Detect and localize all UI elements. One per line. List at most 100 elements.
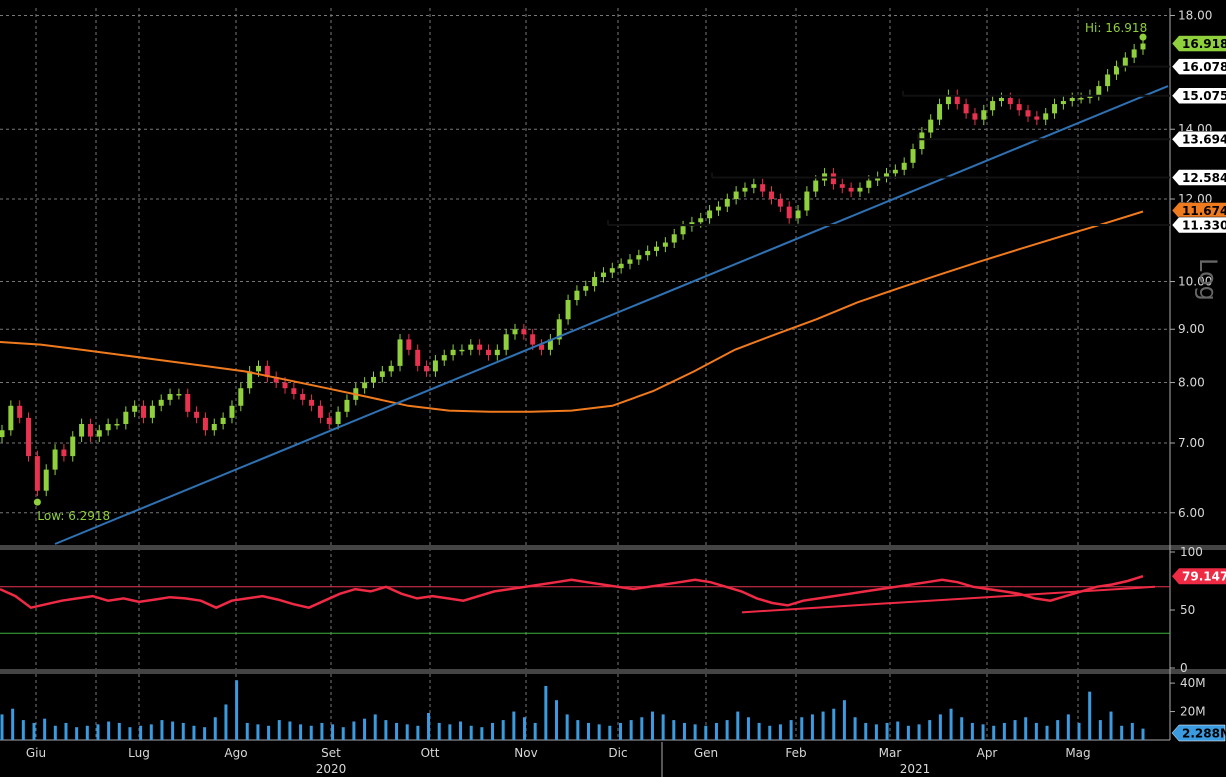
x-month-label: Giu (26, 746, 46, 760)
x-month-label: Dic (608, 746, 627, 760)
candle-body (724, 199, 730, 207)
candle-body (998, 98, 1004, 102)
candle-body (441, 355, 447, 361)
candle-body (539, 344, 545, 350)
candle-body (1025, 110, 1031, 117)
volume-bar (288, 721, 292, 740)
volume-bar (874, 724, 878, 740)
x-month-label: Set (321, 746, 341, 760)
candle-body (839, 184, 845, 188)
candle-body (264, 365, 270, 377)
candle-body (459, 349, 465, 352)
volume-bar (0, 714, 4, 740)
volume-bar (1034, 722, 1038, 740)
candle-body (883, 173, 889, 177)
volume-bar (373, 714, 377, 740)
volume-bar (1130, 722, 1134, 740)
volume-bar (320, 722, 324, 740)
volume-bar (224, 704, 228, 740)
volume-bar (714, 722, 718, 740)
low-annotation: Low: 6.2918 (37, 509, 110, 523)
candle-body (114, 423, 120, 426)
y-tick-label: 10.00 (1178, 275, 1212, 289)
volume-bar (768, 725, 772, 740)
candle-body (795, 210, 801, 219)
low-marker (33, 498, 41, 506)
candle-body (1060, 101, 1066, 105)
volume-bar (533, 722, 537, 740)
candle-body (1105, 74, 1111, 87)
candle-body (954, 95, 960, 105)
candle-body (87, 423, 93, 437)
candle-body (185, 394, 191, 412)
x-month-label: Ago (224, 746, 247, 760)
candle-body (857, 187, 863, 192)
volume-bar (512, 711, 516, 740)
level-tag-bg (1171, 87, 1226, 104)
candle-body (432, 360, 438, 372)
volume-bar (181, 722, 185, 740)
volume-bar (192, 725, 196, 740)
candle-body (1007, 98, 1013, 105)
level-tag: 16.078 (1182, 60, 1226, 74)
candle-body (326, 417, 332, 424)
volume-bar (842, 700, 846, 740)
rsi-trendline (741, 585, 1156, 614)
volume-bar (544, 685, 548, 740)
candle-body (202, 417, 208, 431)
candle-body (194, 411, 200, 418)
volume-bar (629, 720, 633, 740)
candle-body (450, 349, 456, 356)
candle-body (503, 334, 509, 350)
candle-body (344, 399, 350, 412)
level-tag-bg (1171, 169, 1226, 186)
candle-body (830, 173, 836, 185)
candle-body (928, 119, 934, 133)
volume-bar (970, 722, 974, 740)
volume-bar (1066, 714, 1070, 740)
volume-bar (896, 721, 900, 740)
volume-bar (480, 727, 484, 740)
candle-body (494, 349, 500, 356)
candle-body (671, 234, 677, 243)
volume-bar (75, 727, 79, 740)
candle-body (362, 382, 368, 389)
y-tick-label: 18.00 (1178, 8, 1212, 22)
candle-body (963, 104, 969, 114)
candle-body (379, 371, 385, 377)
candle-body (132, 405, 138, 412)
volume-bar (277, 720, 281, 740)
candle-body (1034, 116, 1040, 120)
volume-bar (437, 722, 441, 740)
y-tick-label: 6.00 (1178, 506, 1205, 520)
volume-bar (725, 720, 729, 740)
volume-bar (405, 724, 409, 740)
volume-bar (778, 724, 782, 740)
volume-bar (245, 722, 249, 740)
volume-bar (555, 700, 559, 740)
candle-body (1140, 43, 1146, 50)
volume-bar (11, 708, 15, 740)
x-year-label: 2021 (900, 762, 931, 776)
candle-body (424, 365, 430, 372)
volume-bar (864, 722, 868, 740)
y-tick-label: 7.00 (1178, 436, 1205, 450)
volume-bar (682, 722, 686, 740)
volume-bar (501, 720, 505, 740)
candle-body (565, 300, 571, 320)
candle-body (238, 388, 244, 406)
volume-bar (704, 725, 708, 740)
candle-body (1078, 98, 1084, 100)
volume-bar (1120, 725, 1124, 740)
volume-bar (139, 725, 143, 740)
candle-body (1096, 86, 1102, 96)
candle-body (769, 191, 775, 200)
volume-bar (267, 725, 271, 740)
candle-body (256, 365, 262, 372)
x-month-label: Mar (879, 746, 902, 760)
candle-body (158, 399, 164, 406)
x-year-label: 2020 (316, 762, 347, 776)
log-scale-label: Log (1194, 258, 1222, 301)
candle-body (70, 436, 76, 457)
y-tick-label: 8.00 (1178, 376, 1205, 390)
